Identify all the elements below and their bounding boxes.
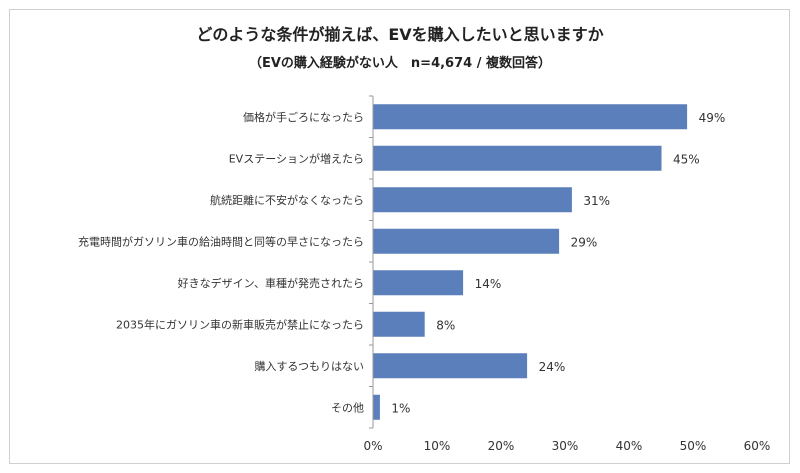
x-tick-label: 30% [552,439,579,453]
x-tick-label: 0% [363,439,382,453]
chart-title: どのような条件が揃えば、EVを購入したいと思いますか [196,25,604,44]
bar [373,145,662,171]
x-tick-label: 10% [424,439,451,453]
x-tick-label: 60% [744,439,771,453]
category-label: 2035年にガソリン車の新車販売が禁止になったら [116,317,364,331]
x-tick-label: 50% [680,439,707,453]
data-label: 1% [391,401,410,415]
data-label: 8% [436,318,455,332]
category-label: 購入するつもりはない [254,359,364,373]
category-label: EVステーションが増えたら [229,151,364,165]
data-label: 49% [699,111,726,125]
data-label: 24% [539,360,566,374]
bar [373,104,688,130]
bar [373,394,380,420]
x-tick-label: 20% [488,439,515,453]
data-label: 14% [475,277,502,291]
bar [373,187,572,213]
data-label: 31% [583,194,610,208]
data-label: 45% [673,152,700,166]
category-label: 価格が手ごろになったら [243,110,364,124]
data-label: 29% [571,235,598,249]
bar [373,270,464,296]
category-label: 充電時間がガソリン車の給油時間と同等の早さになったら [78,234,364,248]
bar [373,228,560,254]
category-label: 航続距離に不安がなくなったら [210,193,364,207]
category-label: 好きなデザイン、車種が発売されたら [178,276,364,290]
chart-subtitle: （EVの購入経験がない人 n=4,674 / 複数回答） [248,56,551,71]
bar [373,311,425,337]
x-tick-label: 40% [616,439,643,453]
category-label: その他 [331,401,364,414]
bar [373,353,528,379]
